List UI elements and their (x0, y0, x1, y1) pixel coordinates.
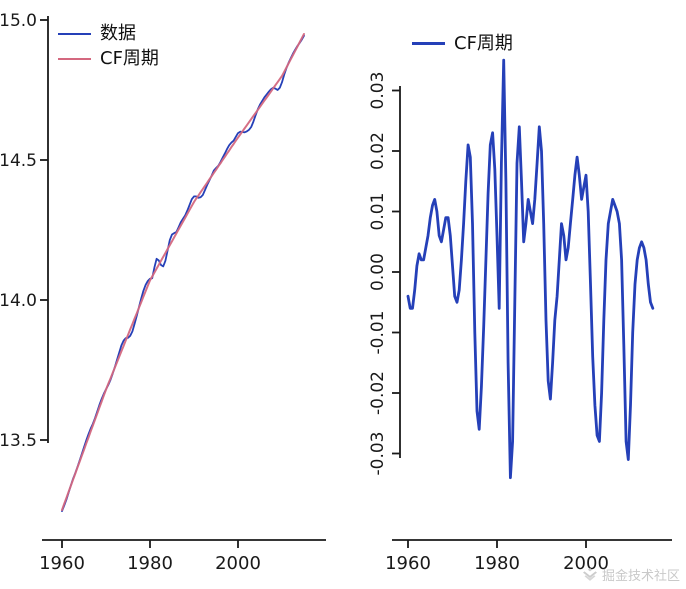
y-tick-label: 0.00 (368, 253, 388, 291)
series-line-data (61, 34, 305, 513)
juejin-logo-icon (582, 568, 597, 581)
y-tick-label: 0.01 (368, 193, 388, 231)
y-tick-label: -0.02 (368, 371, 388, 415)
y-tick-label: 14.0 (0, 291, 37, 311)
y-tick-label: -0.01 (368, 311, 388, 355)
y-tick-label: -0.03 (368, 432, 388, 476)
y-tick-label: 15.0 (0, 11, 37, 31)
watermark-text: 掘金技术社区 (601, 569, 680, 584)
y-tick-label: 0.02 (368, 132, 388, 170)
x-tick-label: 1980 (474, 553, 520, 574)
series-line-cf-trend (61, 33, 305, 511)
right-chart: -0.03 -0.02 -0.01 0.00 0.01 0.02 0.03 1960 1980 2… (368, 58, 672, 574)
x-tick-label: 2000 (215, 553, 261, 574)
y-tick-label: 14.5 (0, 151, 37, 171)
series-line-cf-cycle (406, 58, 655, 480)
x-tick-label: 1980 (127, 553, 173, 574)
x-tick-label: 1960 (39, 553, 85, 574)
left-chart: 13.5 14.0 14.5 15.0 1960 1980 2000 (0, 11, 326, 574)
y-tick-label: 0.03 (368, 72, 388, 110)
x-tick-label: 1960 (385, 553, 431, 574)
x-tick-label: 2000 (563, 553, 609, 574)
watermark: 掘金技术社区 (582, 565, 680, 584)
y-tick-label: 13.5 (0, 431, 37, 451)
